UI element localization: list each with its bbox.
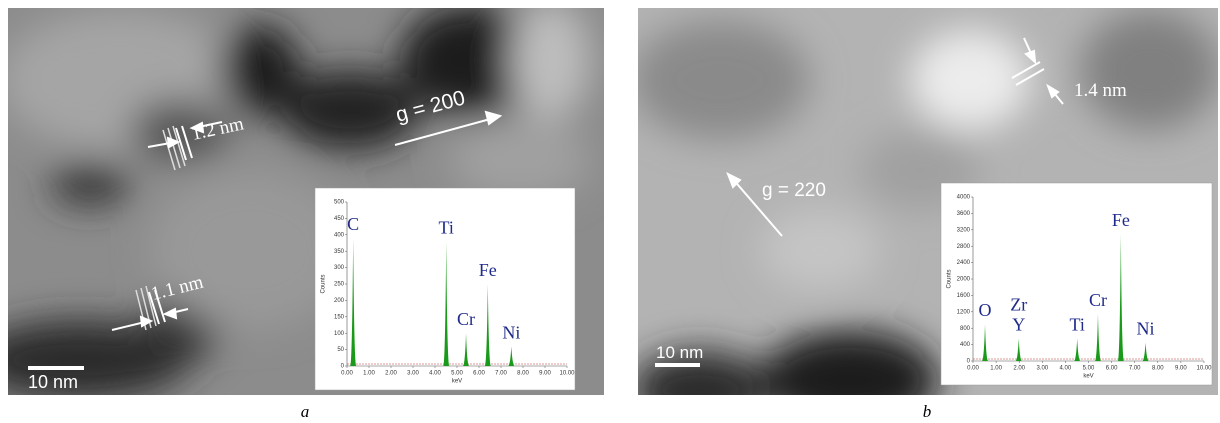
g-vector: g = 220	[762, 180, 826, 201]
y-tick-label: 50	[337, 347, 344, 353]
x-tick-label: 10.00	[1196, 366, 1212, 372]
x-tick-label: 7.00	[1129, 366, 1141, 372]
y-tick-label: 500	[334, 200, 345, 206]
scale-bar-label: 10 nm	[28, 372, 78, 392]
x-tick-label: 8.00	[517, 371, 529, 377]
x-tick-label: 0.00	[341, 371, 353, 377]
y-tick-label: 2000	[957, 277, 971, 283]
fringe-label: 1.4 nm	[1074, 80, 1127, 101]
y-tick-label: 100	[334, 331, 345, 337]
peak-label: O	[979, 300, 992, 320]
y-tick-label: 200	[334, 298, 345, 304]
peak-label: Fe	[1112, 210, 1130, 230]
y-tick-label: 2800	[957, 244, 971, 250]
y-tick-label: 300	[334, 265, 345, 271]
x-tick-label: 2.00	[1013, 366, 1025, 372]
scale-bar-label: 10 nm	[656, 343, 703, 362]
x-tick-label: 5.00	[1083, 366, 1095, 372]
x-tick-label: 7.00	[495, 371, 507, 377]
peak-label: Cr	[457, 309, 475, 329]
x-tick-label: 10.00	[559, 371, 575, 377]
y-axis-label: Counts	[321, 274, 327, 293]
x-tick-label: 3.00	[1036, 366, 1048, 372]
peak-label: Ti	[439, 217, 454, 237]
x-tick-label: 6.00	[473, 371, 485, 377]
x-tick-label: 8.00	[1152, 366, 1164, 372]
peak-label: Ni	[1137, 319, 1155, 339]
y-tick-label: 400	[960, 342, 971, 348]
x-tick-label: 4.00	[1060, 366, 1072, 372]
y-tick-label: 3200	[957, 227, 971, 233]
x-tick-label: 1.00	[363, 371, 375, 377]
peak-label: Ni	[502, 322, 520, 342]
x-axis-label: keV	[1083, 374, 1093, 380]
peak-label: C	[347, 214, 359, 234]
x-tick-label: 9.00	[539, 371, 551, 377]
y-tick-label: 1200	[957, 309, 971, 315]
y-tick-label: 1600	[957, 293, 971, 299]
peak-label: Ti	[1069, 314, 1084, 334]
x-tick-label: 9.00	[1175, 366, 1187, 372]
y-tick-label: 4000	[957, 195, 971, 201]
x-tick-label: 4.00	[429, 371, 441, 377]
y-tick-label: 800	[960, 326, 971, 332]
x-axis-label: keV	[452, 379, 462, 385]
x-tick-label: 3.00	[407, 371, 419, 377]
x-tick-label: 5.00	[451, 371, 463, 377]
y-tick-label: 3600	[957, 211, 971, 217]
peak-label: Fe	[479, 260, 497, 280]
x-tick-label: 0.00	[967, 366, 979, 372]
peak-label: Cr	[1089, 290, 1107, 310]
y-tick-label: 250	[334, 282, 345, 288]
peak-label: Zr	[1010, 294, 1027, 314]
x-tick-label: 6.00	[1106, 366, 1118, 372]
figure: 1.2 nm 1.1 nm g = 200 10 nm 1.4 nm g = 2…	[0, 0, 1220, 423]
peak-label: Y	[1012, 314, 1025, 334]
y-tick-label: 150	[334, 314, 345, 320]
y-tick-label: 450	[334, 216, 345, 222]
y-axis-label: Counts	[947, 269, 953, 288]
x-tick-label: 1.00	[990, 366, 1002, 372]
y-tick-label: 350	[334, 249, 345, 255]
caption: a	[301, 402, 310, 421]
caption: b	[923, 402, 932, 421]
y-tick-label: 2400	[957, 260, 971, 266]
y-tick-label: 400	[334, 232, 345, 238]
x-tick-label: 2.00	[385, 371, 397, 377]
